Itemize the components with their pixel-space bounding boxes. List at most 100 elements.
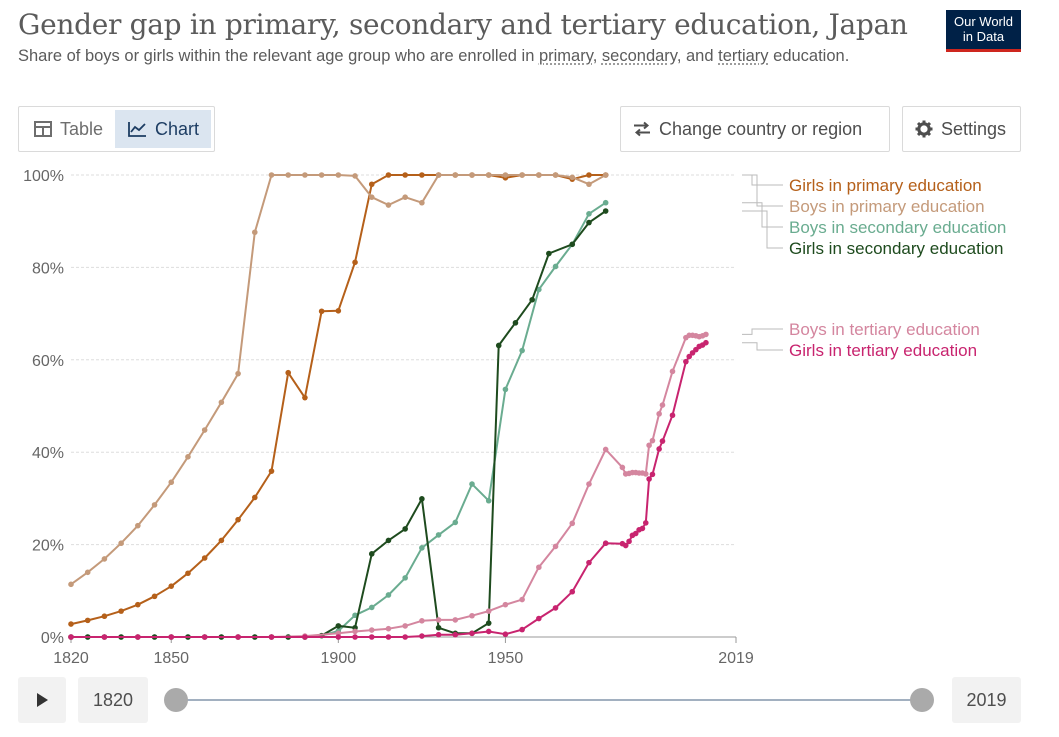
data-point xyxy=(642,471,649,477)
data-point xyxy=(419,633,425,639)
data-point xyxy=(84,617,91,624)
tab-chart[interactable]: Chart xyxy=(115,110,212,148)
data-point xyxy=(536,615,542,622)
data-point xyxy=(659,438,666,444)
data-point xyxy=(619,464,626,471)
data-point xyxy=(368,604,375,611)
data-point xyxy=(435,172,442,178)
data-point xyxy=(536,172,542,178)
change-region-button[interactable]: Change country or region xyxy=(620,106,890,152)
data-point xyxy=(552,605,559,611)
data-point xyxy=(546,250,552,257)
data-point xyxy=(659,402,666,408)
data-point xyxy=(135,634,141,640)
data-point xyxy=(586,172,592,178)
data-point xyxy=(502,601,509,608)
data-point xyxy=(368,627,375,633)
timeline-track[interactable] xyxy=(176,699,922,701)
data-point xyxy=(626,538,632,545)
legend-connector xyxy=(742,210,783,249)
data-point xyxy=(68,634,74,640)
secondary-link[interactable]: secondary xyxy=(601,47,677,65)
timeline-end-handle[interactable] xyxy=(910,688,934,712)
data-point xyxy=(402,194,408,200)
data-point xyxy=(318,172,325,178)
play-button[interactable] xyxy=(18,677,66,723)
primary-link[interactable]: primary xyxy=(538,47,593,65)
owid-logo[interactable]: Our World in Data xyxy=(946,10,1021,52)
data-point xyxy=(251,494,258,501)
tab-table[interactable]: Table xyxy=(22,110,115,148)
data-point xyxy=(168,634,175,640)
data-point xyxy=(385,634,392,640)
gear-icon xyxy=(915,120,933,138)
data-point xyxy=(185,570,191,577)
data-point xyxy=(419,172,425,178)
subtitle-sep: , xyxy=(592,47,602,65)
data-point xyxy=(519,347,525,354)
data-point xyxy=(235,634,241,640)
data-point xyxy=(536,286,542,293)
data-point xyxy=(352,634,358,640)
data-point xyxy=(529,296,535,303)
data-point xyxy=(669,368,676,375)
data-point xyxy=(552,263,559,270)
data-point xyxy=(519,626,525,633)
data-point xyxy=(118,608,124,614)
data-point xyxy=(402,623,408,629)
data-point xyxy=(552,543,559,550)
y-tick-label: 0% xyxy=(41,630,64,647)
data-point xyxy=(512,320,519,326)
series-line xyxy=(70,174,607,586)
data-point xyxy=(452,631,459,638)
data-point xyxy=(602,540,609,547)
data-point xyxy=(168,479,175,486)
series-line xyxy=(71,333,707,638)
data-point xyxy=(368,634,375,640)
change-region-label: Change country or region xyxy=(659,118,863,139)
data-point xyxy=(602,208,609,214)
y-tick-label: 60% xyxy=(32,353,64,370)
timeline-end-year[interactable]: 2019 xyxy=(952,677,1021,723)
data-point xyxy=(352,612,358,619)
data-point xyxy=(352,259,358,266)
data-point xyxy=(402,575,408,581)
data-point xyxy=(469,630,475,637)
data-point xyxy=(335,308,342,314)
data-point xyxy=(168,583,175,589)
data-point xyxy=(485,172,492,178)
data-point xyxy=(101,556,108,562)
data-point xyxy=(218,537,225,544)
data-point xyxy=(385,202,392,208)
data-point xyxy=(335,623,342,629)
data-point xyxy=(502,631,509,638)
data-point xyxy=(469,172,475,178)
data-point xyxy=(368,551,375,557)
legend-connector xyxy=(742,174,783,186)
legend-label: Boys in secondary education xyxy=(789,218,1006,237)
data-point xyxy=(318,308,325,315)
tertiary-link[interactable]: tertiary xyxy=(718,47,769,65)
settings-button[interactable]: Settings xyxy=(902,106,1021,152)
data-point xyxy=(268,468,275,474)
data-point xyxy=(669,412,676,419)
timeline-start-handle[interactable] xyxy=(164,688,188,712)
data-point xyxy=(552,172,559,178)
timeline-start-year[interactable]: 1820 xyxy=(78,677,148,723)
subtitle-text: Share of boys or girls within the releva… xyxy=(18,47,539,65)
data-point xyxy=(135,522,141,529)
data-point xyxy=(135,601,141,608)
tab-chart-label: Chart xyxy=(155,118,200,139)
data-point xyxy=(586,481,592,487)
data-point xyxy=(569,241,576,248)
data-point xyxy=(435,631,442,638)
data-point xyxy=(385,625,392,632)
series-line xyxy=(70,174,606,626)
data-point xyxy=(485,608,492,614)
data-point xyxy=(469,481,475,487)
data-point xyxy=(602,446,609,453)
data-point xyxy=(68,581,74,588)
data-point xyxy=(586,559,592,566)
data-point xyxy=(235,516,241,523)
data-point xyxy=(402,526,408,532)
